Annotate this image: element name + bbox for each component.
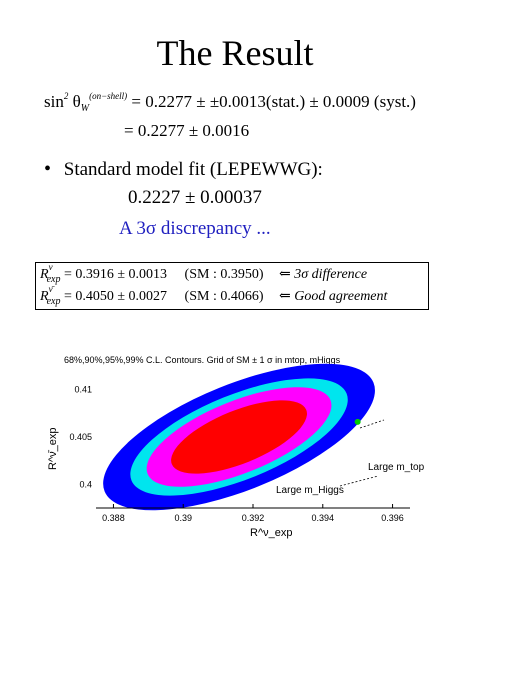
sm-fit-value: 0.2227 ± 0.00037	[128, 187, 262, 208]
bullet-line: • Standard model fit (LEPEWWG):	[44, 158, 323, 181]
row-note: Good agreement	[294, 289, 388, 304]
row-antineutrino: Rν̄ exp = 0.4050 ± 0.0027 (SM : 0.4066) ⇐…	[40, 284, 388, 307]
r-value: = 0.4050 ± 0.0027	[63, 289, 168, 304]
chart-title: 68%,90%,95%,99% C.L. Contours. Grid of S…	[64, 355, 341, 365]
on-shell-label: (on−shell)	[89, 91, 128, 101]
r-symbol: R	[40, 267, 49, 282]
ratio-box: Rνexp = 0.3916 ± 0.0013 (SM : 0.3950) ⇐ …	[35, 262, 429, 310]
bullet-marker: •	[44, 158, 52, 180]
sm-point	[354, 418, 361, 425]
theta-symbol: θ	[72, 92, 81, 111]
x-tick-group: 0.388 0.39 0.392 0.394 0.396	[102, 504, 404, 523]
x-tick-label: 0.396	[381, 513, 404, 523]
left-arrow: ⇐	[279, 289, 291, 304]
x-tick-label: 0.392	[242, 513, 265, 523]
sin2theta-equation: sin2 θW (on−shell) = 0.2277 ± ±0.0013(sta…	[44, 91, 416, 114]
r-sub: exp	[46, 274, 61, 285]
x-tick-label: 0.394	[312, 513, 335, 523]
r-sup: ν̄	[48, 284, 53, 294]
x-tick-label: 0.39	[174, 513, 192, 523]
y-tick-label: 0.405	[69, 432, 92, 442]
sin2theta-value: = 0.2277 ± ±0.0013(stat.) ± 0.0009 (syst…	[131, 92, 416, 111]
page-title: The Result	[156, 33, 314, 73]
sm-fit-label: Standard model fit (LEPEWWG):	[63, 159, 323, 180]
left-arrow: ⇐	[279, 267, 291, 282]
row-note: 3σ difference	[294, 267, 368, 282]
y-tick-group: 0.4 0.405 0.41	[69, 385, 92, 490]
r-value: = 0.3916 ± 0.0013	[63, 267, 168, 282]
sm-value: (SM : 0.3950)	[184, 267, 264, 282]
r-sub: exp	[46, 296, 61, 307]
contour-68	[171, 400, 307, 474]
sin-power: 2	[63, 91, 69, 101]
x-axis-label: R^ν_exp	[250, 527, 292, 539]
top-annotation: Large m_top	[368, 462, 425, 473]
top-dash-line	[359, 419, 385, 429]
x-tick-label: 0.388	[102, 513, 125, 523]
discrepancy-text: A 3σ discrepancy ...	[119, 218, 271, 239]
y-axis-label: R^ν̄_exp	[47, 428, 59, 470]
y-tick-label: 0.41	[74, 385, 92, 395]
r-symbol: R	[40, 289, 49, 304]
higgs-dash-line	[339, 475, 379, 487]
higgs-annotation: Large m_Higgs	[276, 485, 344, 496]
y-tick-label: 0.4	[79, 479, 92, 489]
sin-func: sin	[44, 92, 64, 111]
contour-group	[103, 363, 375, 511]
r-sup: ν	[48, 262, 53, 272]
row-neutrino: Rνexp = 0.3916 ± 0.0013 (SM : 0.3950) ⇐ …	[40, 262, 368, 285]
theta-subscript: W	[80, 103, 90, 114]
combined-value: = 0.2277 ± 0.0016	[124, 121, 250, 140]
sm-value: (SM : 0.4066)	[184, 289, 264, 304]
